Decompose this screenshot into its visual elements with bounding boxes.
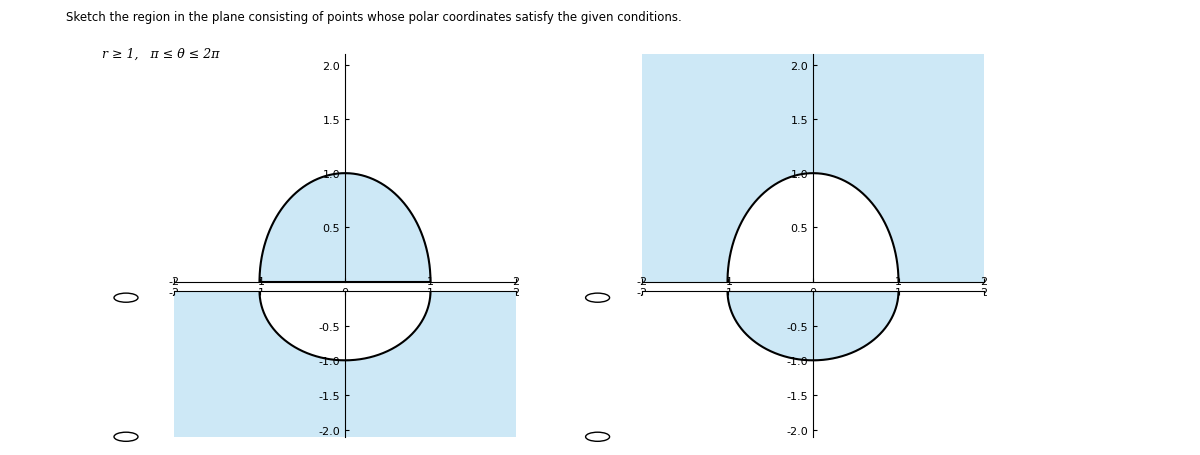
Polygon shape <box>259 291 431 360</box>
Polygon shape <box>727 174 899 282</box>
Polygon shape <box>727 291 899 360</box>
Polygon shape <box>259 174 431 282</box>
Text: r ≥ 1,   π ≤ θ ≤ 2π: r ≥ 1, π ≤ θ ≤ 2π <box>102 48 220 61</box>
Text: Sketch the region in the plane consisting of points whose polar coordinates sati: Sketch the region in the plane consistin… <box>66 11 682 25</box>
